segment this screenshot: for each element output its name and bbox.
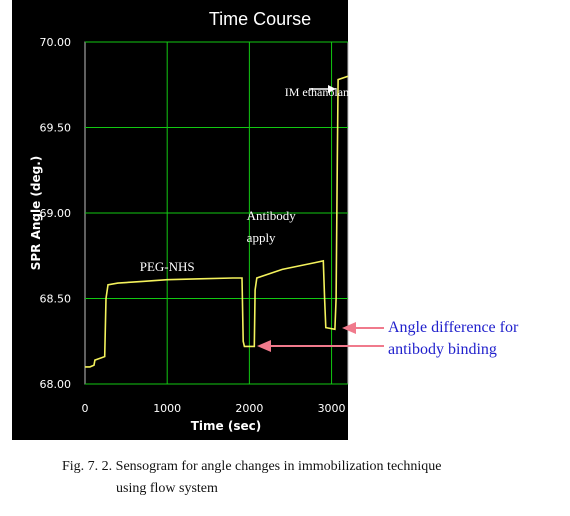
- y-tick-label: 68.00: [40, 378, 72, 391]
- x-axis-label: Time (sec): [191, 419, 261, 433]
- x-tick-labels: 0 1000 2000 3000: [82, 402, 346, 415]
- ethanolamine-arrow: [309, 85, 336, 93]
- y-tick-label: 70.00: [40, 36, 72, 49]
- annotation-antibody-line1: Antibody: [247, 208, 297, 223]
- annotation-ethanolamine: IM ethanolamine: [285, 85, 367, 99]
- grid-lines: [85, 41, 348, 385]
- y-tick-label: 69.00: [40, 207, 72, 220]
- caption-line1: Fig. 7. 2. Sensogram for angle changes i…: [62, 459, 442, 474]
- x-tick-label: 2000: [235, 402, 263, 415]
- x-tick-label: 1000: [153, 402, 181, 415]
- callout-line2: antibody binding: [388, 341, 497, 358]
- chart-panel: [12, 0, 348, 440]
- callout-line1: Angle difference for: [388, 319, 519, 336]
- y-tick-label: 69.50: [40, 122, 72, 135]
- y-axis-label: SPR Angle (deg.): [29, 156, 43, 271]
- x-tick-label: 0: [82, 402, 89, 415]
- y-tick-labels: 68.00 68.50 69.00 69.50 70.00: [40, 36, 72, 391]
- y-tick-label: 68.50: [40, 293, 72, 306]
- x-tick-label: 3000: [318, 402, 346, 415]
- chart-title: Time Course: [209, 9, 311, 29]
- angle-difference-arrows: [257, 322, 384, 352]
- annotation-peg-nhs: PEG-NHS: [140, 259, 195, 274]
- series-line: [85, 75, 349, 368]
- annotation-antibody-line2: apply: [247, 230, 276, 245]
- figure-caption: Fig. 7. 2. Sensogram for angle changes i…: [62, 456, 562, 500]
- caption-line2: using flow system: [116, 481, 218, 496]
